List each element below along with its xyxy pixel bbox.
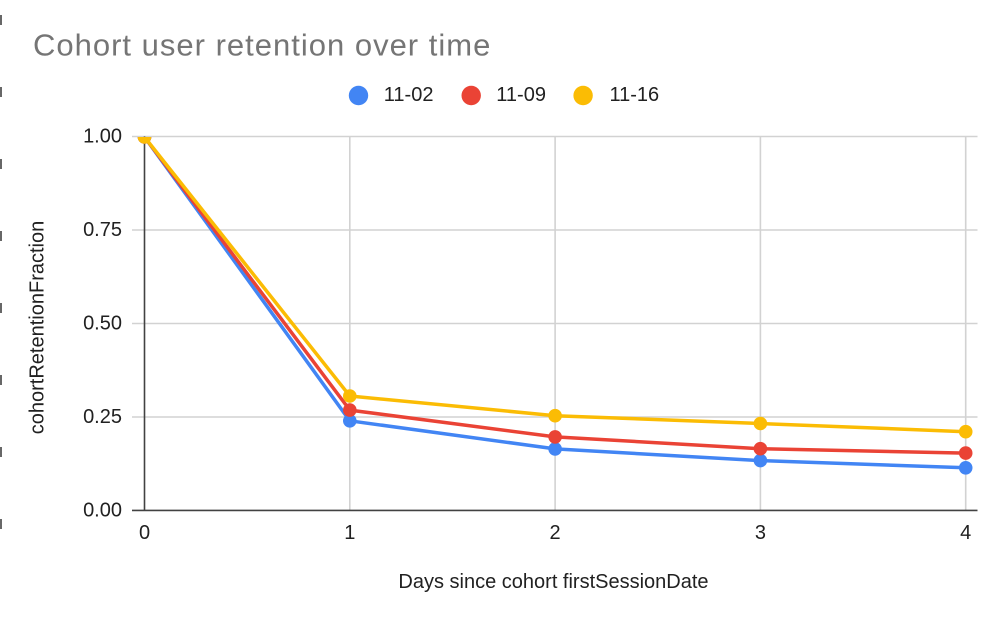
svg-text:0.00: 0.00 xyxy=(83,499,122,521)
svg-text:4: 4 xyxy=(960,522,971,544)
svg-text:0.25: 0.25 xyxy=(83,406,122,428)
svg-text:0.50: 0.50 xyxy=(83,313,122,335)
svg-text:cohortRetentionFraction: cohortRetentionFraction xyxy=(27,221,49,434)
svg-text:11-16: 11-16 xyxy=(610,84,660,106)
svg-text:Days since cohort firstSession: Days since cohort firstSessionDate xyxy=(398,571,708,593)
svg-text:1: 1 xyxy=(344,522,355,544)
svg-text:3: 3 xyxy=(755,522,766,544)
svg-text:0: 0 xyxy=(139,522,150,544)
svg-text:Cohort user retention over tim: Cohort user retention over time xyxy=(33,28,491,63)
svg-text:0.75: 0.75 xyxy=(83,219,122,241)
svg-text:11-09: 11-09 xyxy=(496,84,546,106)
svg-text:2: 2 xyxy=(550,522,561,544)
svg-text:11-02: 11-02 xyxy=(384,84,434,106)
svg-text:1.00: 1.00 xyxy=(83,126,122,148)
